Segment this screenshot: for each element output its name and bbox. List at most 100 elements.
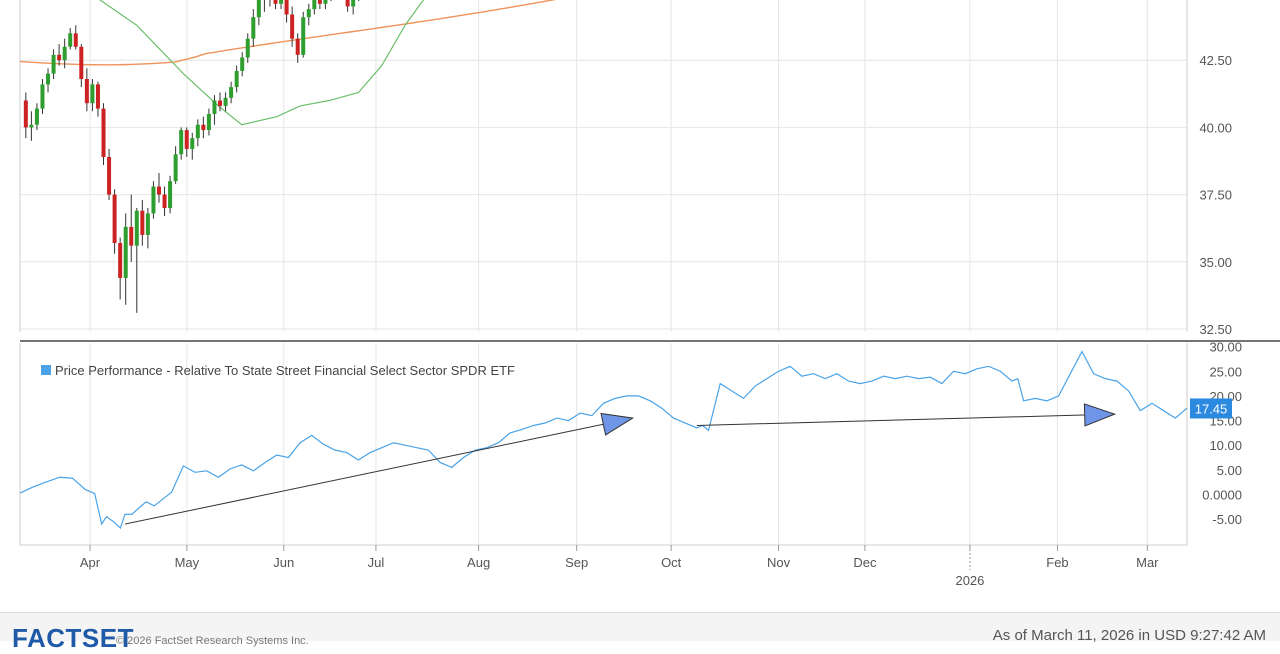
candle-body <box>273 0 278 4</box>
candle-body <box>251 17 256 39</box>
candlestick <box>156 173 161 203</box>
candle-body <box>123 226 128 278</box>
candle-body <box>118 242 123 278</box>
price-y-tick-label: 37.50 <box>1199 188 1232 203</box>
candle-body <box>218 100 223 106</box>
candlestick <box>206 108 211 136</box>
candlestick <box>251 9 256 47</box>
candlestick <box>190 132 195 160</box>
current-value-badge: 17.45 <box>1190 398 1232 419</box>
candlestick <box>62 38 67 69</box>
candle-body <box>179 130 184 155</box>
candle-body <box>107 156 112 195</box>
trend-arrow-head <box>1083 403 1117 427</box>
price-y-tick-label: 42.50 <box>1199 53 1232 68</box>
copyright-text: © 2026 FactSet Research Systems Inc. <box>116 635 309 647</box>
candlestick <box>358 0 360 2</box>
candlestick <box>101 103 106 166</box>
performance-series-line <box>19 350 1188 530</box>
candlestick <box>284 0 289 23</box>
perf-y-tick-label: 0.0000 <box>1202 488 1242 503</box>
long-moving-average-line <box>19 0 556 66</box>
candlestick <box>46 68 51 93</box>
candle-body <box>240 57 245 71</box>
candle-body <box>73 33 78 47</box>
footer-bar: FACTSET © 2026 FactSet Research Systems … <box>0 612 1280 653</box>
candle-body <box>51 54 56 74</box>
candle-body <box>295 38 300 55</box>
candlestick <box>317 0 322 10</box>
candlestick <box>123 213 128 305</box>
candlestick <box>79 44 84 88</box>
candlestick <box>184 127 189 157</box>
candlestick <box>151 181 156 219</box>
candlestick <box>295 33 300 63</box>
trend-arrow-shaft <box>696 413 1115 426</box>
candle-body <box>62 46 67 61</box>
candle-body <box>156 186 161 195</box>
candlestick <box>140 199 145 246</box>
candle-body <box>90 84 95 104</box>
candlestick <box>212 95 217 125</box>
candle-body <box>134 210 139 246</box>
candlestick <box>179 127 184 160</box>
candle-body <box>245 38 250 58</box>
x-tick-label: May <box>175 555 200 570</box>
price-y-tick-label: 40.00 <box>1199 120 1232 135</box>
candlestick <box>112 189 117 254</box>
candlestick <box>95 81 100 117</box>
candle-body <box>34 108 39 125</box>
candlestick <box>223 92 228 112</box>
x-axis: Apr May Jun Jul Aug Sep Oct Nov Dec Feb Mar 2026 <box>80 545 1159 588</box>
candle-body <box>68 33 73 47</box>
candle-body <box>195 124 200 139</box>
candlestick <box>73 25 78 50</box>
current-value-label: 17.45 <box>1195 401 1228 416</box>
candle-body <box>57 54 62 61</box>
candle-body <box>168 181 173 209</box>
candlestick <box>84 68 89 112</box>
chart-canvas: 32.50 35.00 37.50 40.00 42.50 45.00 -5.00 0.00… <box>19 0 1280 588</box>
candle-body <box>201 124 206 131</box>
candlestick <box>263 0 265 12</box>
x-tick-label: Jul <box>368 555 385 570</box>
candle-body <box>301 17 306 55</box>
perf-y-tick-label: -5.00 <box>1212 512 1242 527</box>
candlestick <box>162 186 167 217</box>
perf-y-tick-label: 30.00 <box>1209 340 1242 355</box>
candlestick <box>218 92 223 112</box>
candle-body <box>312 0 317 10</box>
candlestick <box>29 111 34 141</box>
price-pane: 32.50 35.00 37.50 40.00 42.50 45.00 <box>19 0 1280 342</box>
candlestick <box>201 116 206 139</box>
candlestick <box>234 65 239 93</box>
candlestick <box>323 0 328 10</box>
candle-body <box>323 0 328 4</box>
candlestick <box>57 44 62 66</box>
candle-body <box>46 73 51 85</box>
candlestick <box>134 208 139 313</box>
x-tick-label: Nov <box>767 555 791 570</box>
trend-arrow-shaft <box>124 417 633 525</box>
perf-y-tick-label: 10.00 <box>1209 438 1242 453</box>
x-tick-label: Dec <box>853 555 877 570</box>
candle-body <box>223 97 228 106</box>
candle-body <box>101 108 106 157</box>
candle-body <box>95 84 100 109</box>
candlestick <box>351 0 356 15</box>
candlestick <box>107 148 112 200</box>
candle-body <box>79 46 84 80</box>
candle-body <box>256 0 261 18</box>
x-tick-label: Apr <box>80 555 101 570</box>
price-y-tick-label: 45.00 <box>1199 0 1232 1</box>
candlestick <box>279 0 284 10</box>
candle-body <box>229 87 234 98</box>
candle-body <box>345 0 350 7</box>
candlestick <box>23 92 28 139</box>
candle-body <box>351 0 356 7</box>
candlestick <box>290 6 295 47</box>
candle-body <box>151 186 156 214</box>
candlestick <box>145 208 150 249</box>
perf-y-tick-label: 25.00 <box>1209 364 1242 379</box>
trend-arrow <box>696 403 1117 427</box>
